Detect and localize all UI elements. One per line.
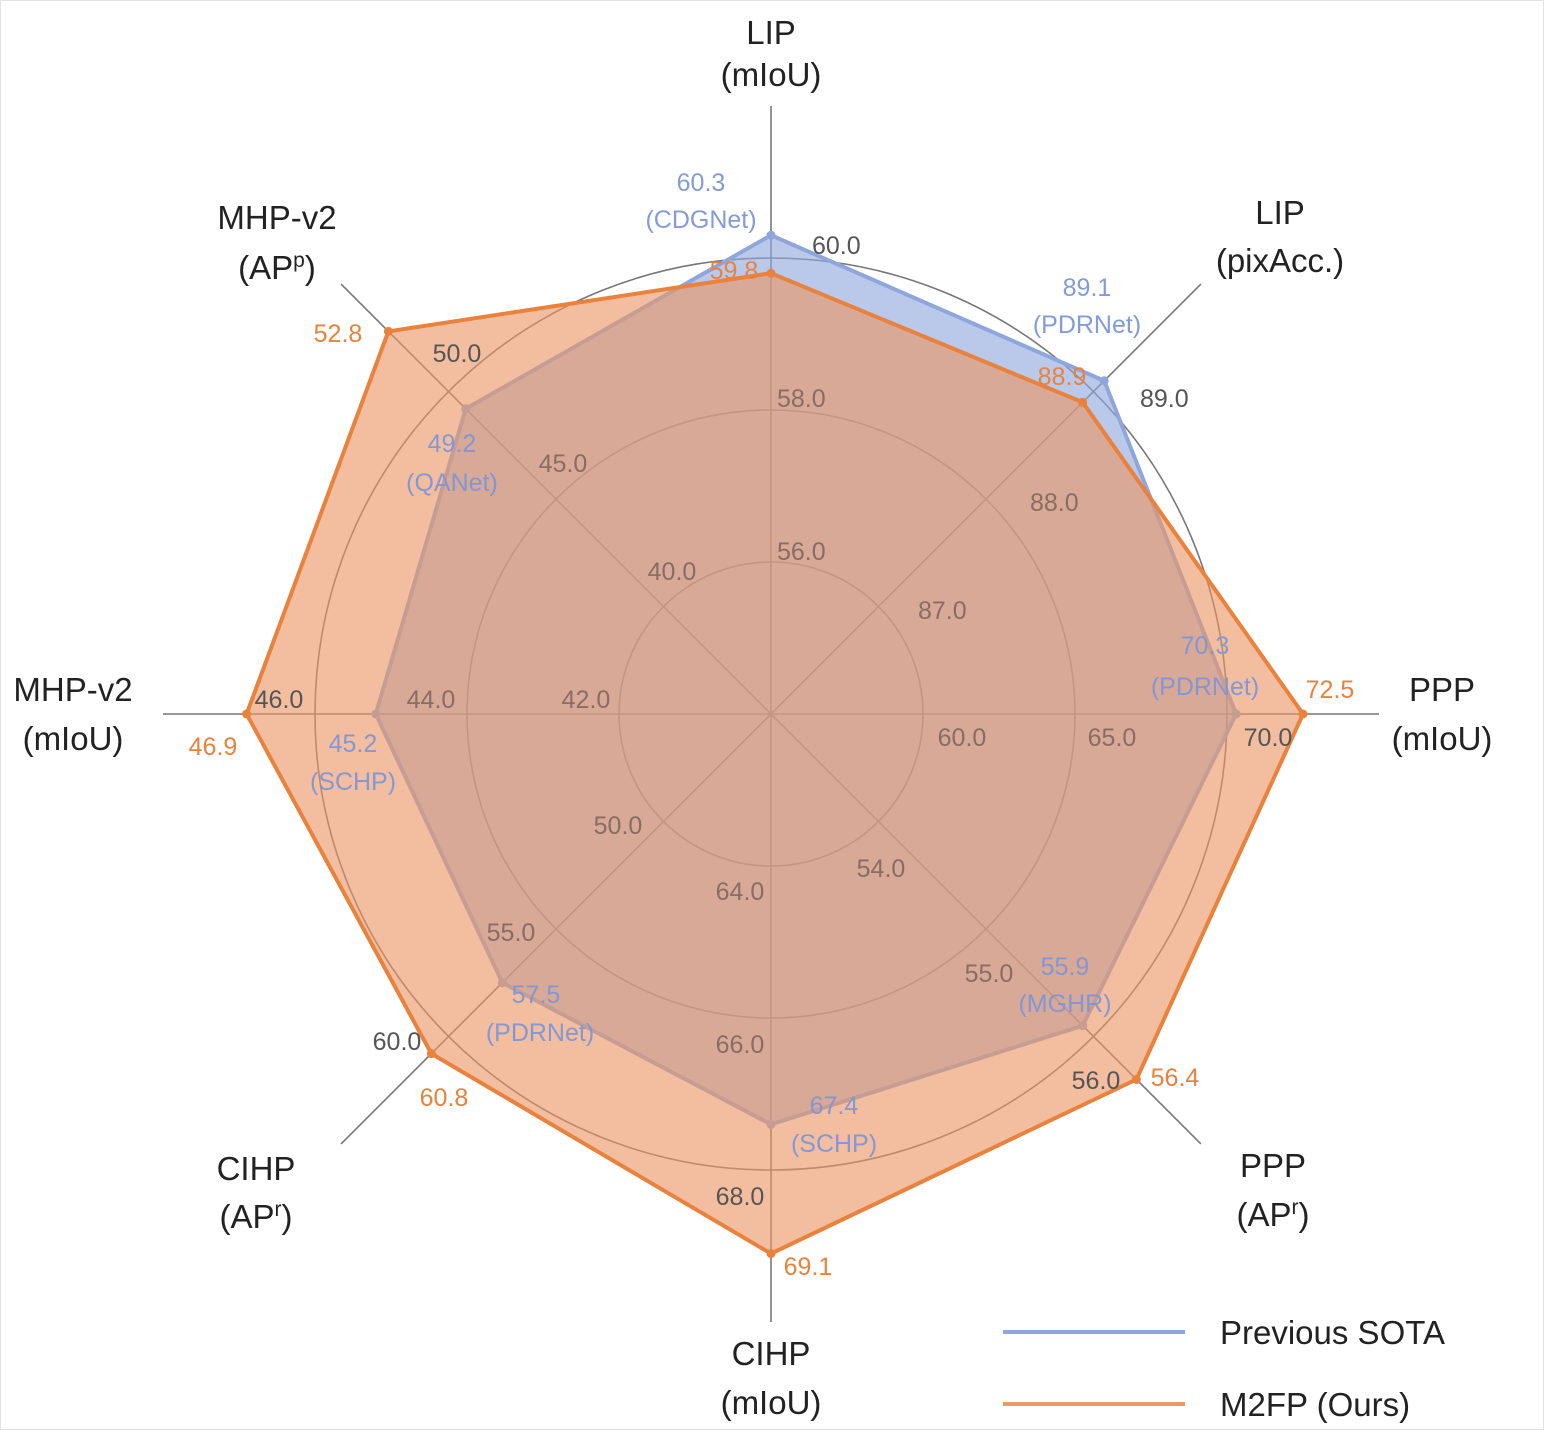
axis-subtitle-superscript: r xyxy=(1292,1196,1299,1219)
previous-sota-method-label: (MGHR) xyxy=(1018,990,1111,1018)
axis-title: LIP xyxy=(1255,194,1305,231)
tick-label: 42.0 xyxy=(562,686,611,714)
m2fp-value-label: 59.8 xyxy=(710,257,759,285)
axis-subtitle-part: (AP xyxy=(219,1198,274,1235)
tick-label: 56.0 xyxy=(777,538,826,566)
data-point xyxy=(1078,397,1088,407)
previous-sota-method-label: (SCHP) xyxy=(310,768,396,796)
series-area-m2fp xyxy=(244,271,1306,1256)
tick-label: 55.0 xyxy=(965,960,1014,988)
axis-subtitle: (pixAcc.) xyxy=(1216,242,1344,279)
tick-label: 44.0 xyxy=(407,686,456,714)
tick-label: 60.0 xyxy=(373,1028,422,1056)
data-point xyxy=(1298,709,1308,719)
axis-subtitle-part: (AP xyxy=(1236,1196,1291,1233)
tick-label: 65.0 xyxy=(1088,724,1137,752)
axis-title: MHP-v2 xyxy=(217,199,336,236)
tick-label: 40.0 xyxy=(648,558,697,586)
axis-subtitle: (APr) xyxy=(219,1198,292,1235)
legend-label: M2FP (Ours) xyxy=(1220,1386,1410,1423)
axis-title: LIP xyxy=(746,14,796,51)
data-point xyxy=(766,1249,776,1259)
tick-label: 66.0 xyxy=(716,1031,765,1059)
tick-label: 45.0 xyxy=(539,450,588,478)
tick-label: 50.0 xyxy=(433,340,482,368)
previous-sota-value-label: 60.3 xyxy=(677,169,726,197)
tick-label: 58.0 xyxy=(777,385,826,413)
tick-label: 60.0 xyxy=(938,724,987,752)
previous-sota-value-label: 45.2 xyxy=(329,730,378,758)
axis-subtitle-part: (AP xyxy=(238,249,293,286)
axis-subtitle-superscript: r xyxy=(275,1198,282,1221)
previous-sota-method-label: (PDRNet) xyxy=(1033,311,1141,339)
data-point xyxy=(1131,1074,1141,1084)
previous-sota-value-label: 89.1 xyxy=(1063,274,1112,302)
tick-label: 89.0 xyxy=(1140,385,1189,413)
axis-subtitle-part: ) xyxy=(282,1198,293,1235)
tick-label: 60.0 xyxy=(812,232,861,260)
axis-title: CIHP xyxy=(217,1150,296,1187)
data-point xyxy=(242,709,252,719)
axis-title: PPP xyxy=(1409,671,1475,708)
axis-subtitle: (mIoU) xyxy=(1392,720,1493,757)
axis-subtitle: (APp) xyxy=(238,249,316,286)
previous-sota-method-label: (CDGNet) xyxy=(645,206,756,234)
tick-label: 50.0 xyxy=(594,812,643,840)
axis-title: MHP-v2 xyxy=(13,671,132,708)
m2fp-value-label: 56.4 xyxy=(1151,1064,1200,1092)
tick-label: 87.0 xyxy=(918,597,967,625)
previous-sota-method-label: (PDRNet) xyxy=(486,1019,594,1047)
m2fp-value-label: 72.5 xyxy=(1306,676,1355,704)
data-point xyxy=(383,326,393,336)
tick-label: 70.0 xyxy=(1244,724,1293,752)
axis-title: CIHP xyxy=(732,1335,811,1372)
m2fp-value-label: 88.9 xyxy=(1038,363,1087,391)
m2fp-value-label: 69.1 xyxy=(784,1253,833,1281)
previous-sota-value-label: 70.3 xyxy=(1181,632,1230,660)
data-point xyxy=(766,268,776,278)
m2fp-value-label: 60.8 xyxy=(420,1084,469,1112)
axis-subtitle: (mIoU) xyxy=(721,1384,822,1421)
axis-subtitle-part: ) xyxy=(305,249,316,286)
data-point xyxy=(426,1049,436,1059)
data-point xyxy=(1099,376,1109,386)
previous-sota-value-label: 49.2 xyxy=(428,430,477,458)
tick-label: 54.0 xyxy=(857,855,906,883)
previous-sota-method-label: (QANet) xyxy=(406,469,498,497)
previous-sota-value-label: 57.5 xyxy=(512,981,561,1009)
tick-label: 88.0 xyxy=(1030,489,1079,517)
data-point xyxy=(766,230,776,240)
legend-label: Previous SOTA xyxy=(1220,1314,1445,1351)
axis-subtitle: (mIoU) xyxy=(23,720,124,757)
previous-sota-value-label: 67.4 xyxy=(810,1092,859,1120)
m2fp-value-label: 46.9 xyxy=(189,733,238,761)
tick-label: 64.0 xyxy=(716,878,765,906)
axis-subtitle: (APr) xyxy=(1236,1196,1309,1233)
m2fp-value-label: 52.8 xyxy=(314,320,363,348)
axis-title: PPP xyxy=(1240,1147,1306,1184)
tick-label: 46.0 xyxy=(255,686,304,714)
tick-label: 68.0 xyxy=(716,1183,765,1211)
axis-subtitle-superscript: p xyxy=(293,249,305,272)
tick-label: 55.0 xyxy=(487,919,536,947)
tick-label: 56.0 xyxy=(1072,1067,1121,1095)
previous-sota-value-label: 55.9 xyxy=(1041,953,1090,981)
axis-subtitle-part: ) xyxy=(1299,1196,1310,1233)
previous-sota-method-label: (PDRNet) xyxy=(1151,673,1259,701)
previous-sota-method-label: (SCHP) xyxy=(791,1130,877,1158)
axis-subtitle: (mIoU) xyxy=(721,56,822,93)
